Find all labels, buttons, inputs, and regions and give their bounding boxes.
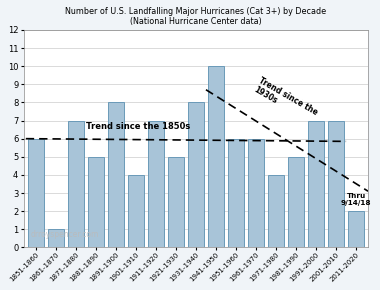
Bar xyxy=(328,121,344,247)
Bar xyxy=(128,175,144,247)
Bar xyxy=(48,229,64,247)
Title: Number of U.S. Landfalling Major Hurricanes (Cat 3+) by Decade
(National Hurrica: Number of U.S. Landfalling Major Hurrica… xyxy=(65,7,326,26)
Bar xyxy=(228,139,244,247)
Bar xyxy=(288,157,304,247)
Text: Thru
9/14/18: Thru 9/14/18 xyxy=(341,193,371,206)
Bar xyxy=(108,102,124,247)
Bar xyxy=(308,121,324,247)
Bar xyxy=(188,102,204,247)
Text: drroyspencer.com: drroyspencer.com xyxy=(31,230,99,239)
Bar xyxy=(88,157,104,247)
Text: Trend since the 1850s: Trend since the 1850s xyxy=(86,122,190,131)
Bar xyxy=(348,211,364,247)
Bar xyxy=(28,139,44,247)
Bar xyxy=(168,157,184,247)
Bar xyxy=(248,139,264,247)
Bar xyxy=(208,66,224,247)
Bar xyxy=(148,121,164,247)
Bar xyxy=(68,121,84,247)
Text: Trend since the
1930s: Trend since the 1930s xyxy=(252,76,319,126)
Bar xyxy=(268,175,284,247)
